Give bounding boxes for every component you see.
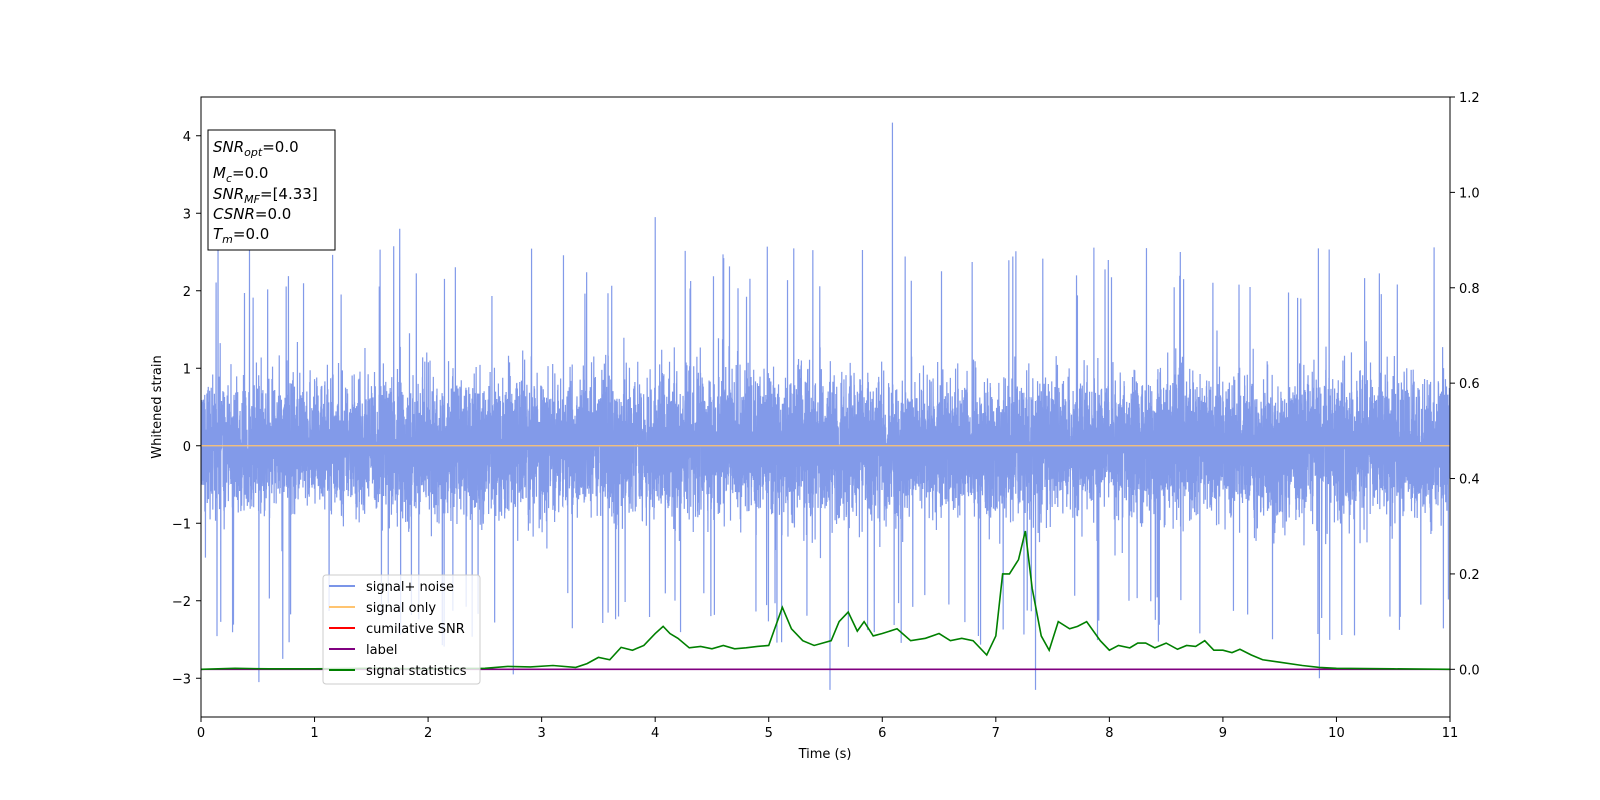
y-axis-left: −3 −2 −1 0 1 2 3 4 [172, 130, 201, 687]
axes-frame [200, 96, 1451, 718]
series-signal-statistics-line [201, 530, 1450, 671]
info-box-line: Mc=0.0 [213, 164, 268, 185]
y-left-tick-label: −3 [172, 672, 191, 687]
x-tick-label: 4 [651, 726, 659, 741]
info-box-frame [207, 129, 336, 251]
y-right-tick-label: 0.0 [1459, 663, 1480, 678]
x-tick-label: 5 [765, 726, 773, 741]
legend-frame [322, 574, 481, 685]
y-right-tick-label: 0.2 [1459, 568, 1480, 583]
x-tick-label: 6 [878, 726, 886, 741]
y-right-tick-label: 1.2 [1459, 91, 1480, 106]
legend-label: signal statistics [366, 664, 467, 679]
x-tick-label: 1 [310, 726, 318, 741]
legend-label: signal only [366, 601, 436, 616]
x-tick-label: 11 [1442, 726, 1459, 741]
info-box-line: SNRopt=0.0 [213, 138, 299, 159]
y-left-tick-label: −1 [172, 517, 191, 532]
y-left-tick-label: 2 [183, 285, 191, 300]
x-tick-label: 2 [424, 726, 432, 741]
info-box-line: CSNR=0.0 [213, 205, 291, 223]
legend: signal+ noise signal only cumilative SNR la… [322, 574, 481, 685]
legend-label: signal+ noise [366, 580, 454, 595]
x-tick-label: 3 [537, 726, 545, 741]
y-left-tick-label: −2 [172, 595, 191, 610]
y-axis-title: Whitened strain [150, 355, 165, 458]
y-right-tick-label: 0.6 [1459, 377, 1480, 392]
y-right-tick-label: 0.8 [1459, 282, 1480, 297]
series-signal-noise-line [201, 122, 1450, 690]
legend-label: cumilative SNR [366, 622, 465, 637]
y-left-tick-label: 4 [183, 130, 191, 145]
x-tick-label: 10 [1328, 726, 1345, 741]
x-tick-label: 9 [1219, 726, 1227, 741]
y-left-tick-label: 0 [183, 440, 191, 455]
x-tick-label: 7 [992, 726, 1000, 741]
y-axis-right: 0.0 0.2 0.4 0.6 0.8 1.0 1.2 [1450, 91, 1480, 678]
x-tick-label: 0 [197, 726, 205, 741]
x-axis-title: Time (s) [798, 747, 852, 762]
x-tick-label: 8 [1105, 726, 1113, 741]
y-left-tick-label: 1 [183, 362, 191, 377]
y-right-tick-label: 1.0 [1459, 186, 1480, 201]
y-right-tick-label: 0.4 [1459, 473, 1480, 488]
legend-label: label [366, 643, 397, 658]
info-box-line: Tm=0.0 [213, 225, 269, 246]
info-box-line: SNRMF=[4.33] [213, 185, 318, 206]
y-left-tick-label: 3 [183, 207, 191, 222]
x-axis: 0 1 2 3 4 5 6 7 8 9 10 11 [197, 717, 1458, 741]
